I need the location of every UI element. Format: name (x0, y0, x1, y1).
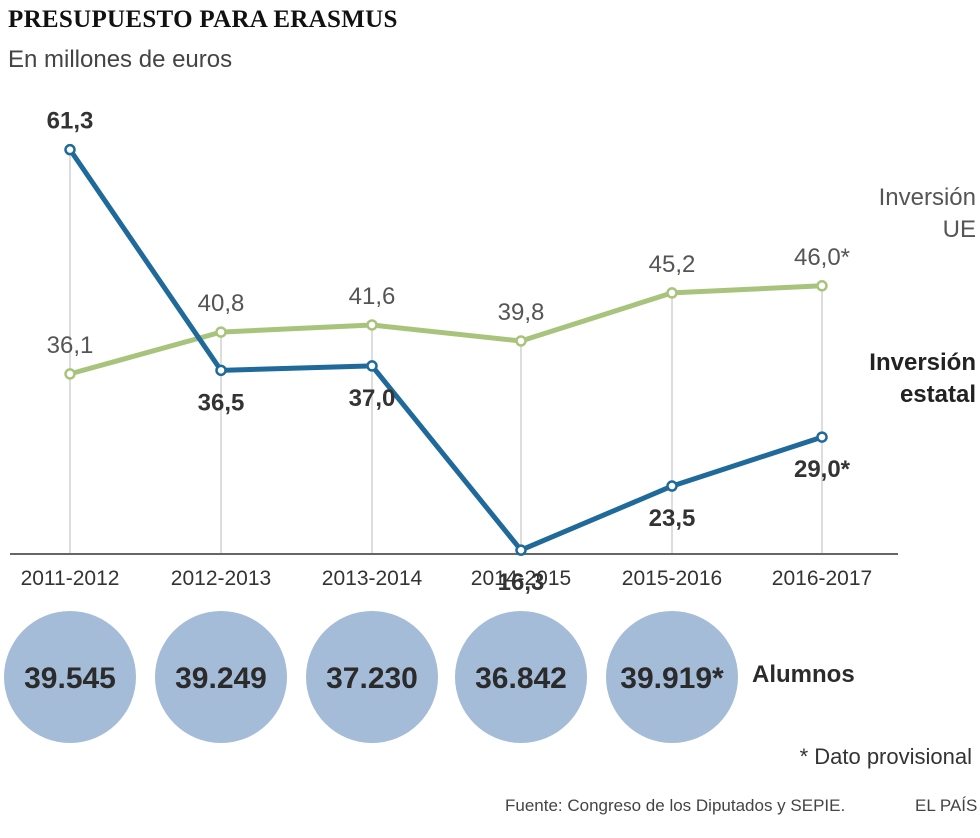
data-point-estatal (366, 360, 378, 372)
students-circle (4, 611, 136, 743)
series-name-line: UE (943, 216, 976, 243)
students-value: 36.842 (475, 662, 567, 695)
series-name-line: estatal (900, 381, 976, 408)
data-point-ue (816, 280, 828, 292)
data-label-estatal: 16,3 (498, 569, 545, 596)
students-circle (155, 611, 287, 743)
source-note: Fuente: Congreso de los Diputados y SEPI… (505, 796, 846, 815)
series-name-estatal: Inversión estatal (869, 349, 976, 408)
data-point-ue (515, 335, 527, 347)
data-point-estatal (215, 364, 227, 377)
data-label-ue: 45,2 (649, 251, 696, 278)
data-label-ue: 36,1 (47, 332, 94, 359)
x-tick-label: 2011-2012 (21, 567, 120, 590)
students-value: 39.249 (175, 662, 267, 695)
students-circle (306, 611, 438, 743)
data-point-estatal (515, 544, 527, 556)
x-tick-label: 2012-2013 (171, 567, 271, 590)
data-label-estatal: 29,0* (794, 456, 851, 483)
chart-title: PRESUPUESTO PARA ERASMUS (8, 6, 398, 33)
data-label-estatal: 37,0 (349, 385, 396, 412)
data-point-ue (666, 287, 678, 299)
data-point-estatal (666, 480, 678, 492)
x-tick-label: 2016-2017 (772, 567, 872, 590)
x-tick-label: 2014-2015 (471, 567, 571, 590)
students-value: 39.919* (620, 662, 724, 695)
x-tick-label: 2013-2014 (322, 567, 423, 590)
data-point-ue (215, 326, 227, 338)
students-label: Alumnos (752, 661, 855, 688)
footnote: * Dato provisional (799, 744, 972, 769)
students-value: 37.230 (326, 662, 418, 695)
students-circle (606, 611, 738, 743)
chart-subtitle: En millones de euros (8, 46, 233, 73)
data-label-ue: 41,6 (349, 283, 396, 310)
data-label-estatal: 23,5 (649, 505, 696, 532)
series-name-ue: Inversión UE (879, 184, 976, 243)
data-label-ue: 39,8 (498, 299, 545, 326)
data-point-ue (366, 319, 378, 331)
series-name-line: Inversión (869, 349, 976, 376)
series-name-line: Inversión (879, 184, 976, 211)
series-line-estatal (67, 148, 823, 553)
x-tick-label: 2015-2016 (622, 567, 722, 590)
students-circle (455, 611, 587, 743)
data-label-estatal: 61,3 (47, 108, 94, 135)
brand-logo: EL PAÍS (915, 796, 978, 815)
series-line-ue (69, 283, 823, 377)
students-value: 39.545 (24, 662, 116, 695)
data-point-estatal (64, 143, 76, 156)
data-label-estatal: 36,5 (198, 389, 245, 416)
data-label-ue: 46,0* (794, 244, 850, 271)
data-point-ue (64, 368, 76, 380)
data-point-estatal (816, 431, 828, 443)
data-label-ue: 40,8 (198, 290, 245, 317)
